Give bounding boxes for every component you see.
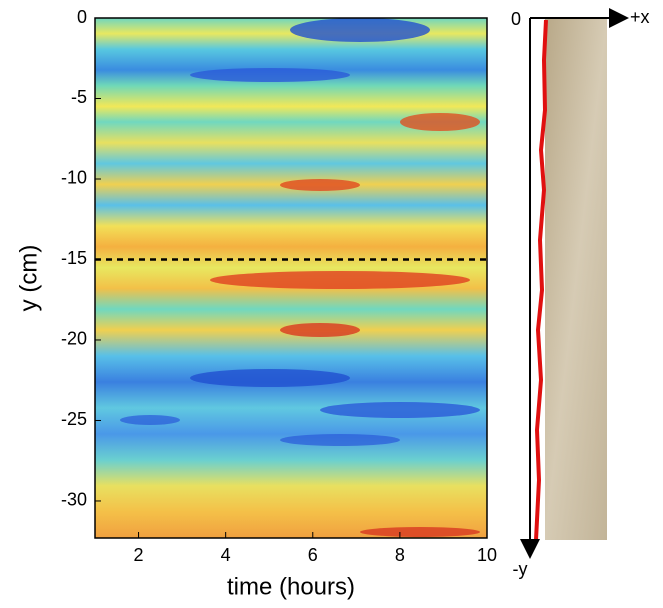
origin-label: 0 — [511, 9, 521, 29]
inset: 0 +x -y — [511, 7, 650, 579]
x-axis-label: time (hours) — [227, 573, 355, 600]
x-tick-label: 2 — [134, 545, 144, 565]
y-tick-label: -20 — [61, 329, 87, 349]
x-tick-label: 6 — [308, 545, 318, 565]
plot-frame — [94, 17, 488, 539]
y-tick-label: -30 — [61, 490, 87, 510]
x-label: +x — [630, 7, 650, 27]
y-tick-label: -10 — [61, 168, 87, 188]
x-tick-label: 8 — [395, 545, 405, 565]
y-axis-label: y (cm) — [15, 245, 42, 312]
photo — [545, 18, 607, 540]
y-label: -y — [513, 559, 528, 579]
x-tick-label: 4 — [221, 545, 231, 565]
y-tick-label: 0 — [77, 7, 87, 27]
y-tick-label: -5 — [71, 87, 87, 107]
y-tick-label: -15 — [61, 248, 87, 268]
y-tick-label: -25 — [61, 409, 87, 429]
heatmap-image — [95, 18, 487, 538]
profile-line — [534, 19, 548, 541]
x-tick-label: 10 — [477, 545, 497, 565]
